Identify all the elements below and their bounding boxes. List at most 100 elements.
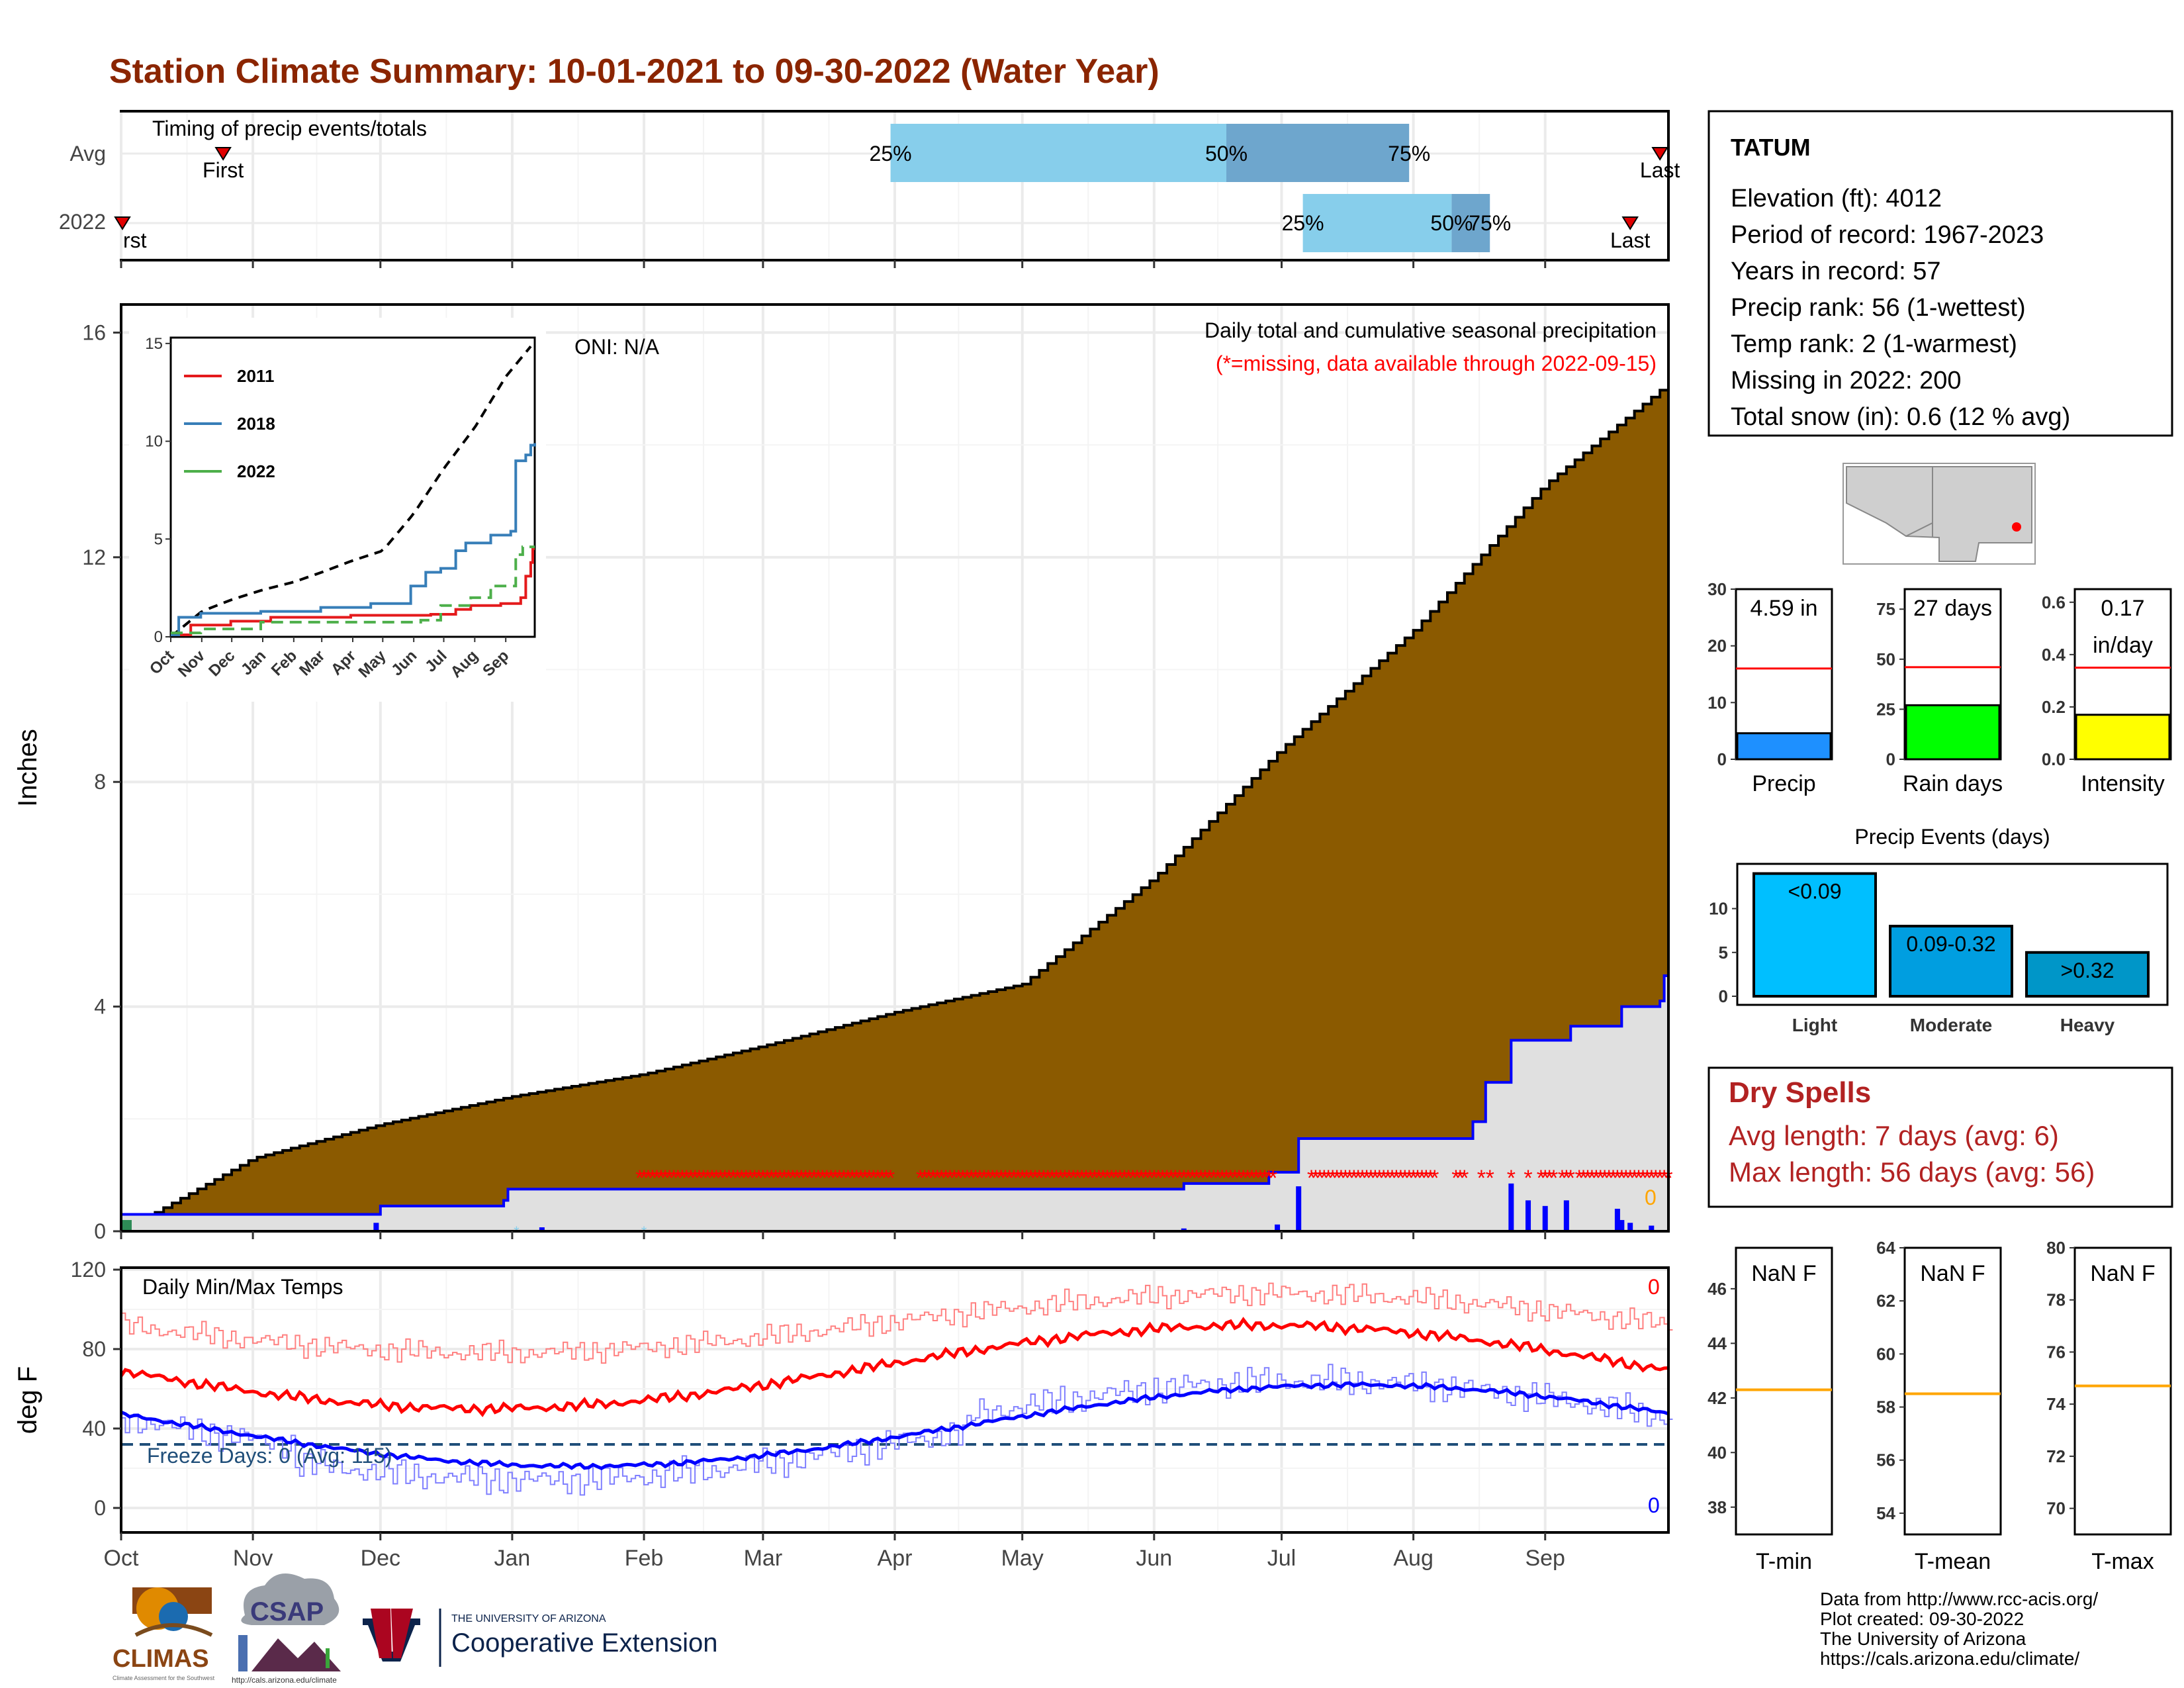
missing-marker: *	[967, 1166, 976, 1191]
climas-logo-subtext: Climate Assessment for the Southwest	[113, 1675, 215, 1681]
missing-marker: *	[937, 1166, 946, 1191]
missing-marker: *	[1341, 1166, 1349, 1191]
missing-marker: *	[661, 1166, 670, 1191]
missing-marker: *	[797, 1166, 805, 1191]
x-tick-label: Sep	[1525, 1546, 1565, 1571]
daily-precip-bar	[1181, 1228, 1187, 1231]
station-line: Temp rank: 2 (1-warmest)	[1731, 330, 2017, 358]
station-line: Years in record: 57	[1731, 258, 1941, 285]
temp-red-count: 0	[1648, 1275, 1660, 1299]
precip-events-title: Precip Events (days)	[1854, 825, 2050, 849]
temp-box-tick-label: 44	[1707, 1333, 1727, 1353]
missing-marker: *	[767, 1166, 776, 1191]
missing-marker: *	[1179, 1166, 1188, 1191]
missing-marker: *	[1201, 1166, 1209, 1191]
station-location-dot	[2012, 522, 2021, 532]
missing-marker: *	[1324, 1166, 1333, 1191]
missing-marker: *	[916, 1166, 925, 1191]
missing-marker: *	[941, 1166, 950, 1191]
missing-marker: *	[1022, 1166, 1030, 1191]
missing-marker: *	[1460, 1166, 1469, 1191]
daily-precip-bar	[1525, 1200, 1531, 1231]
missing-marker: *	[729, 1166, 737, 1191]
daily-precip-bar	[1508, 1183, 1514, 1231]
missing-marker: *	[1065, 1166, 1073, 1191]
small-bar-tick-label: 0.4	[2042, 645, 2066, 665]
temp-box-tick-label: 72	[2046, 1446, 2066, 1466]
missing-marker: *	[1307, 1166, 1316, 1191]
missing-marker: *	[665, 1166, 674, 1191]
small-bar-label: Precip	[1752, 771, 1815, 796]
missing-marker: *	[1379, 1166, 1388, 1191]
inset-avg-line	[169, 345, 532, 638]
small-bar-value-label: 4.59 in	[1750, 596, 1817, 621]
missing-marker: *	[835, 1166, 844, 1191]
missing-marker: *	[1132, 1166, 1141, 1191]
missing-marker: *	[1621, 1166, 1630, 1191]
missing-marker: *	[1239, 1166, 1248, 1191]
missing-marker: *	[1026, 1166, 1035, 1191]
season-bar-charts: 0 10 20 30 4.59 in Precip 0 25 50 75 27 days Rain d…	[1707, 579, 2172, 796]
y-tick-label: 0	[94, 1219, 106, 1243]
missing-marker: *	[1643, 1166, 1651, 1191]
daily-precip-bar	[539, 1227, 545, 1231]
missing-marker: *	[1128, 1166, 1137, 1191]
precip-panel: ****************************************…	[13, 303, 1673, 1243]
missing-marker: *	[1596, 1166, 1605, 1191]
missing-marker: *	[754, 1166, 763, 1191]
csap-logo-text: CSAP	[250, 1597, 324, 1626]
timing-q75-label: 75%	[1388, 142, 1430, 165]
small-bar-value-label: 27 days	[1913, 596, 1992, 621]
missing-marker: *	[839, 1166, 848, 1191]
missing-marker: *	[1260, 1166, 1269, 1191]
missing-marker: *	[1409, 1166, 1418, 1191]
missing-marker: *	[1146, 1166, 1154, 1191]
precip-zero-label: 0	[1645, 1186, 1657, 1209]
temp-box-frame	[2073, 1246, 2172, 1536]
precip-events-bar-label: 0.09-0.32	[1906, 932, 1995, 956]
missing-marker: *	[644, 1166, 653, 1191]
x-tick-label: Jun	[1136, 1546, 1172, 1571]
missing-marker: *	[1349, 1166, 1358, 1191]
missing-marker: *	[844, 1166, 852, 1191]
missing-marker: *	[1090, 1166, 1099, 1191]
missing-marker: *	[784, 1166, 793, 1191]
missing-marker: *	[976, 1166, 984, 1191]
avg-cumulative-area	[121, 383, 1668, 1232]
missing-marker: *	[1056, 1166, 1065, 1191]
precip-events-bar-label: >0.32	[2061, 959, 2115, 982]
missing-marker: *	[1626, 1166, 1635, 1191]
climas-logo-text: CLIMAS	[113, 1645, 209, 1673]
small-bar-tick-label: 0	[1886, 749, 1895, 769]
missing-marker: *	[1660, 1166, 1668, 1191]
missing-marker: *	[971, 1166, 979, 1191]
missing-marker: *	[878, 1166, 886, 1191]
missing-marker: *	[1226, 1166, 1235, 1191]
timing-first-label: First	[203, 158, 244, 182]
missing-marker: *	[1175, 1166, 1184, 1191]
missing-marker: *	[653, 1166, 661, 1191]
missing-marker: *	[1639, 1166, 1647, 1191]
x-tick-label: Dec	[361, 1546, 400, 1571]
daily-precip-bar	[1619, 1220, 1625, 1231]
x-tick-label: Mar	[744, 1546, 783, 1571]
timing-q50-label: 50%	[1430, 211, 1473, 235]
station-line: Elevation (ft): 4012	[1731, 185, 1942, 212]
missing-marker: *	[657, 1166, 665, 1191]
x-tick-label: May	[1001, 1546, 1044, 1571]
missing-marker: *	[1030, 1166, 1039, 1191]
missing-marker: *	[725, 1166, 733, 1191]
missing-marker: *	[1052, 1166, 1060, 1191]
missing-marker: *	[1613, 1166, 1621, 1191]
missing-marker: *	[809, 1166, 818, 1191]
timing-label: Timing of precip events/totals	[152, 117, 427, 140]
missing-marker: *	[780, 1166, 788, 1191]
missing-marker: *	[1588, 1166, 1596, 1191]
missing-marker: *	[639, 1166, 648, 1191]
missing-marker: *	[1005, 1166, 1014, 1191]
missing-marker: *	[1120, 1166, 1128, 1191]
x-tick-label: Jul	[1267, 1546, 1296, 1571]
missing-marker: *	[1230, 1166, 1239, 1191]
missing-marker: *	[805, 1166, 814, 1191]
avg-max-temp-line	[119, 1317, 1669, 1417]
